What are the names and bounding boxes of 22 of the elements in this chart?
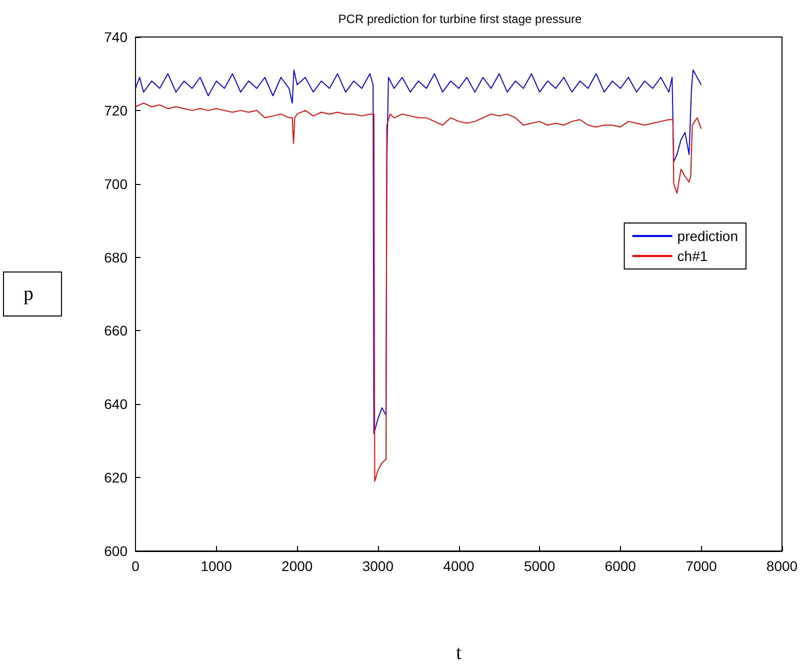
y-tick-label: 620 (104, 470, 128, 486)
y-tick-label: 740 (104, 29, 128, 45)
x-tick-label: 4000 (443, 558, 475, 574)
x-tick-label: 0 (132, 558, 140, 574)
x-tick-label: 7000 (686, 558, 717, 574)
x-tick-label: 1000 (200, 558, 232, 574)
y-tick-label: 720 (104, 102, 128, 118)
x-tick-label: 8000 (766, 558, 798, 574)
y-axis-title: p (24, 283, 34, 305)
y-tick-label: 680 (104, 249, 128, 266)
y-tick-label: 640 (104, 396, 128, 412)
y-tick-label: 660 (104, 322, 128, 339)
y-tick-label: 700 (104, 176, 128, 192)
x-tick-label: 6000 (604, 558, 636, 574)
x-tick-label: 2000 (282, 558, 313, 574)
legend-label: ch#1 (677, 248, 708, 264)
chart-title: PCR prediction for turbine first stage pressure (338, 12, 582, 26)
x-tick-label: 3000 (362, 558, 394, 574)
legend-label: prediction (677, 228, 738, 244)
x-tick-label: 5000 (524, 558, 556, 574)
x-axis-title: t (456, 642, 462, 664)
y-tick-label: 600 (104, 543, 128, 559)
